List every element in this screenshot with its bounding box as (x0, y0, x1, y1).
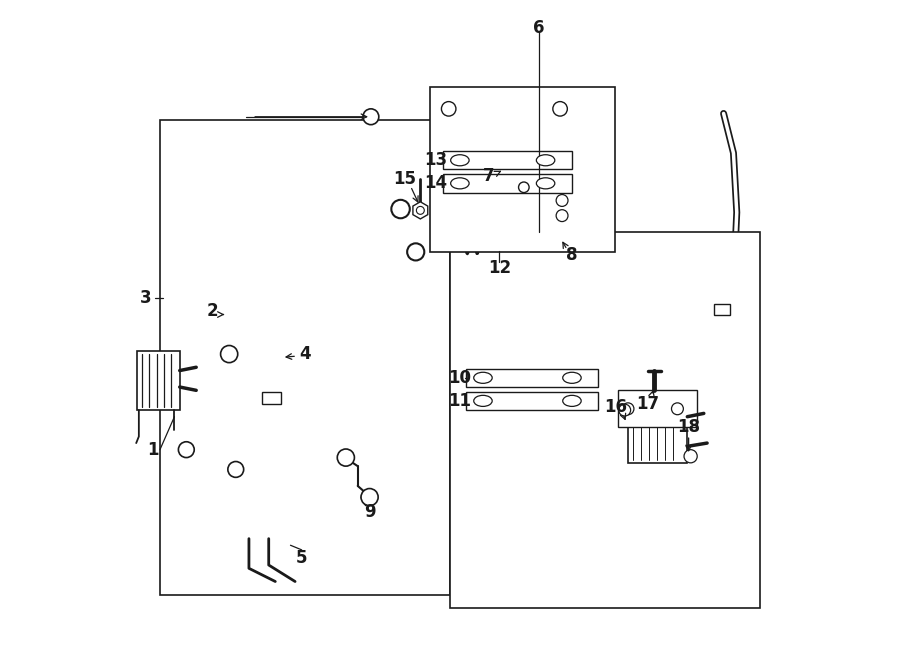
Text: 8: 8 (566, 246, 578, 264)
Ellipse shape (451, 178, 469, 189)
Bar (466, 392, 598, 410)
Circle shape (671, 403, 683, 414)
Circle shape (556, 210, 568, 222)
Circle shape (361, 489, 378, 506)
Text: 13: 13 (424, 151, 447, 169)
Circle shape (622, 403, 634, 414)
Bar (160, 120, 450, 594)
Circle shape (220, 346, 238, 363)
Ellipse shape (562, 372, 581, 383)
Ellipse shape (473, 372, 492, 383)
Circle shape (178, 442, 194, 457)
Bar (466, 369, 598, 387)
Text: 7: 7 (482, 167, 494, 185)
Bar (262, 392, 281, 404)
Ellipse shape (536, 155, 554, 166)
Bar (506, 146, 543, 179)
Text: 5: 5 (296, 549, 308, 567)
Bar (628, 397, 688, 463)
Circle shape (338, 449, 355, 466)
Circle shape (441, 101, 456, 116)
Ellipse shape (451, 155, 469, 166)
Bar (450, 232, 760, 608)
Circle shape (684, 449, 698, 463)
Circle shape (228, 461, 244, 477)
Bar (458, 219, 470, 227)
Circle shape (518, 182, 529, 193)
Circle shape (556, 195, 568, 207)
Text: 1: 1 (148, 441, 159, 459)
Circle shape (392, 200, 410, 218)
Circle shape (363, 109, 379, 124)
Circle shape (417, 207, 424, 214)
Polygon shape (413, 202, 428, 219)
Bar (444, 151, 572, 169)
Bar (495, 221, 504, 228)
Ellipse shape (562, 395, 581, 406)
Text: 3: 3 (140, 289, 151, 307)
Text: 18: 18 (677, 418, 700, 436)
Text: 17: 17 (636, 395, 660, 412)
Circle shape (407, 244, 424, 260)
Bar (618, 391, 698, 426)
Bar (444, 174, 572, 193)
Text: 11: 11 (448, 392, 472, 410)
Text: 6: 6 (533, 19, 544, 37)
Text: 4: 4 (299, 345, 310, 363)
Bar (137, 351, 180, 410)
Text: 2: 2 (207, 303, 219, 320)
Text: 12: 12 (488, 260, 511, 277)
Text: 15: 15 (393, 170, 417, 189)
Text: 16: 16 (605, 398, 627, 416)
Ellipse shape (473, 395, 492, 406)
Bar (430, 87, 615, 252)
Text: 9: 9 (364, 503, 375, 521)
Text: 10: 10 (448, 369, 472, 387)
Circle shape (553, 101, 567, 116)
Ellipse shape (536, 178, 554, 189)
Text: 14: 14 (424, 174, 447, 193)
Bar (714, 304, 730, 314)
Circle shape (619, 404, 631, 416)
